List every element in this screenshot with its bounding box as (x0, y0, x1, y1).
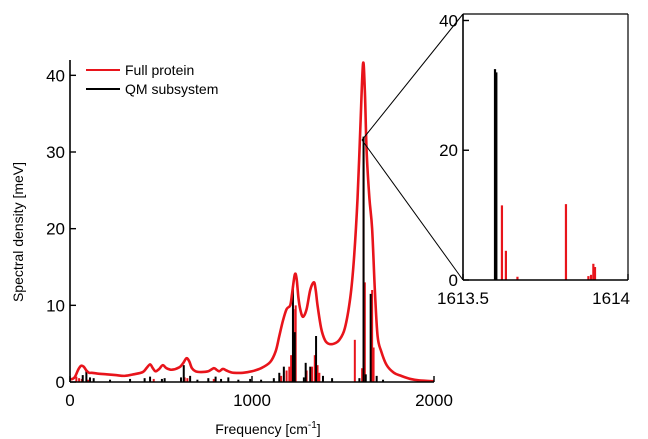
legend-label-qm-subsystem: QM subsystem (125, 81, 218, 97)
main-y-tick-label: 30 (46, 143, 65, 162)
main-y-tick-label: 20 (46, 220, 65, 239)
legend: Full protein QM subsystem (86, 62, 218, 97)
inset-y-tick-label: 20 (439, 141, 458, 160)
main-ticks: 0 10 20 30 40 0 1000 2000 (46, 66, 453, 410)
main-series-layer (69, 61, 435, 383)
main-y-tick-label: 10 (46, 296, 65, 315)
inset-ticks: 0 20 40 1613.5 1614 (437, 11, 630, 308)
inset-series-layer (493, 69, 597, 280)
main-y-tick-label: 0 (56, 373, 65, 392)
legend-label-full-protein: Full protein (125, 62, 194, 78)
main-y-axis-title: Spectral density [meV] (10, 162, 26, 302)
inset-y-tick-label: 40 (439, 11, 458, 30)
main-chart: 0 10 20 30 40 0 1000 2000 Frequency [cm-1] Spec… (10, 60, 453, 437)
inset-chart: 0 20 40 1613.5 1614 (437, 11, 630, 308)
inset-y-tick-label: 0 (449, 271, 458, 290)
main-y-tick-label: 40 (46, 66, 65, 85)
main-plot-area (70, 60, 434, 382)
main-x-tick-label: 0 (65, 391, 74, 410)
zoom-connector-top (361, 13, 464, 141)
main-x-tick-label: 1000 (233, 391, 271, 410)
full-protein-line (69, 61, 435, 383)
inset-x-tick-label: 1614 (592, 289, 630, 308)
zoom-connector-bottom (361, 139, 464, 281)
main-x-tick-label: 2000 (415, 391, 453, 410)
main-x-axis-title: Frequency [cm-1] (215, 420, 320, 437)
inset-x-tick-label: 1613.5 (437, 289, 489, 308)
